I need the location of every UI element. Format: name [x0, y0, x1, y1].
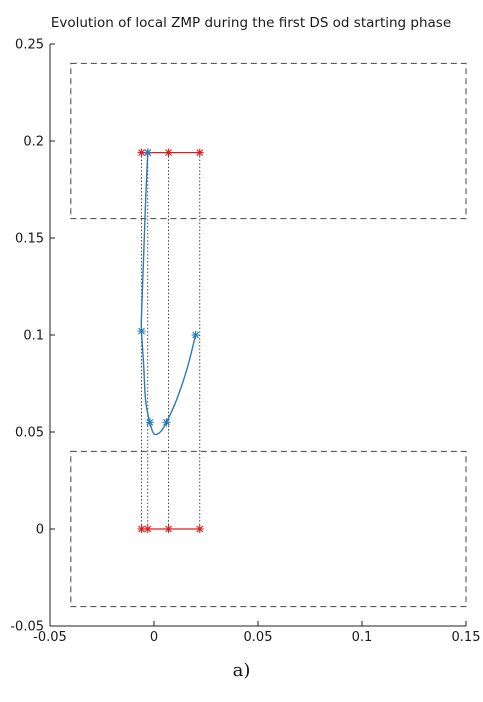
zmp-trajectory-line — [140, 152, 197, 436]
support-marker-top-1 — [137, 148, 146, 157]
zmp-marker-2 — [137, 327, 146, 336]
y-tick-label: 0.15 — [15, 232, 44, 247]
x-tick-label: -0.05 — [33, 630, 67, 645]
foot-region-1 — [70, 62, 467, 220]
x-tick-label: 0.15 — [452, 630, 481, 645]
support-marker-bottom-2 — [143, 525, 152, 533]
y-tick-label: 0.1 — [23, 329, 44, 344]
y-tick-label: 0 — [36, 523, 44, 538]
y-tick-label: 0.25 — [15, 38, 44, 53]
y-tick-label: -0.05 — [10, 620, 44, 635]
axes: -0.05 0 0.05 0.1 0.15 -0.05 0 0.05 0.1 0.15 0.2 0.2… — [10, 38, 480, 646]
support-marker-top-4 — [195, 148, 204, 157]
support-marker-bottom-4 — [195, 525, 204, 533]
figure-caption: a) — [232, 660, 251, 681]
y-tick-label: 0.05 — [15, 426, 44, 441]
foot-region-2 — [70, 450, 467, 608]
support-marker-bottom-3 — [164, 525, 173, 533]
x-tick-label: 0.05 — [244, 630, 273, 645]
zmp-chart: Evolution of local ZMP during the first … — [10, 15, 480, 646]
x-tick-label: 0.1 — [352, 630, 373, 645]
plot-area — [70, 62, 467, 608]
zmp-marker-3 — [145, 418, 154, 427]
chart-title: Evolution of local ZMP during the first … — [51, 15, 451, 31]
zmp-marker-1 — [143, 148, 152, 157]
x-tick-label: 0 — [150, 630, 158, 645]
zmp-marker-5 — [191, 331, 200, 339]
zmp-marker-4 — [162, 418, 171, 427]
support-marker-top-3 — [164, 148, 173, 157]
y-tick-label: 0.2 — [23, 135, 44, 150]
